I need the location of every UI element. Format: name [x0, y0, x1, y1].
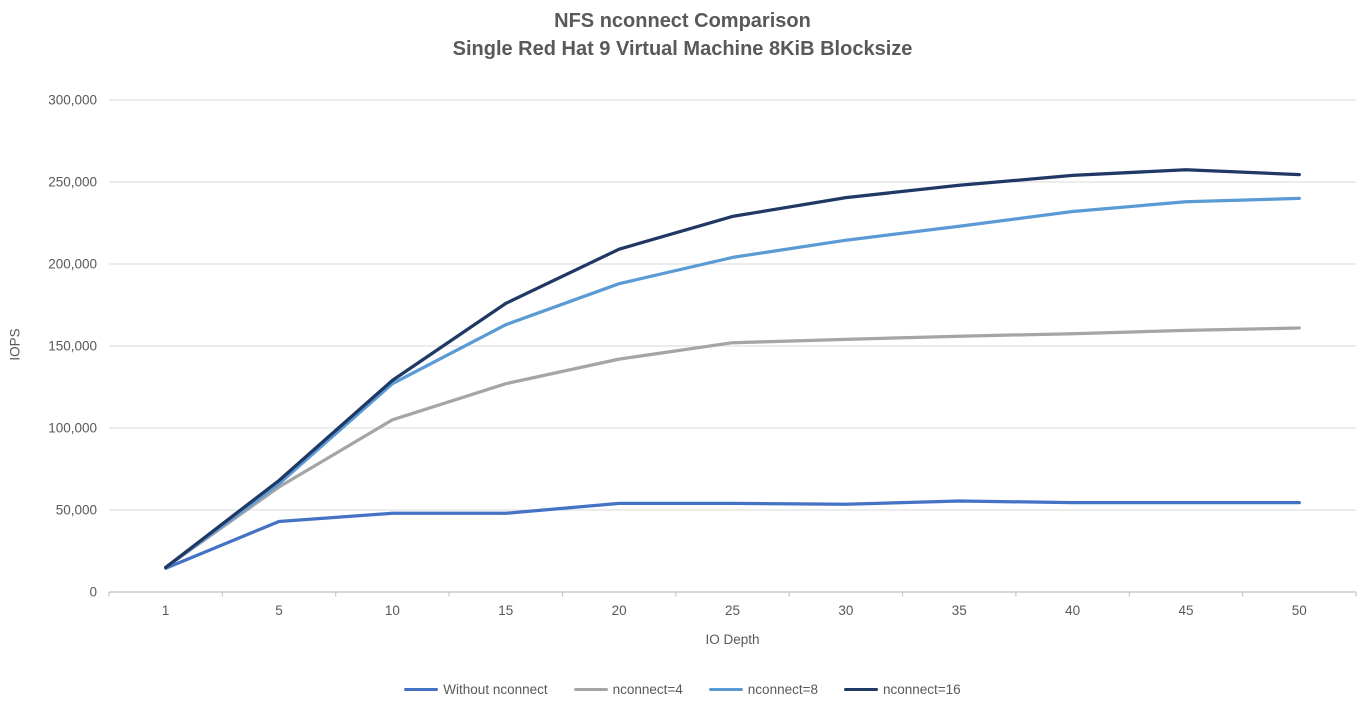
legend-label: nconnect=8 [747, 682, 818, 697]
legend-item-without-nconnect: Without nconnect [404, 682, 548, 697]
legend-label: nconnect=4 [612, 682, 683, 697]
y-tick-label: 150,000 [48, 339, 97, 354]
legend-swatch [573, 687, 608, 692]
legend-item-nconnect-8: nconnect=8 [708, 682, 818, 697]
legend: Without nconnect nconnect=4 nconnect=8 ncon… [0, 682, 1365, 697]
series-line-nconnect-16 [164, 168, 1301, 570]
series-line-nconnect-4 [164, 326, 1301, 570]
x-tick-label: 25 [725, 603, 740, 618]
chart-title: NFS nconnect Comparison [554, 10, 811, 32]
legend-item-nconnect-16: nconnect=16 [843, 682, 961, 697]
legend-label: nconnect=16 [882, 682, 961, 697]
y-tick-label: 50,000 [56, 503, 97, 518]
x-tick-label: 20 [612, 603, 627, 618]
legend-swatch [843, 687, 878, 692]
x-tick-label: 15 [498, 603, 513, 618]
x-tick-label: 5 [275, 603, 283, 618]
x-tick-label: 50 [1292, 603, 1307, 618]
x-tick-label: 45 [1178, 603, 1193, 618]
legend-swatch [404, 687, 439, 692]
x-tick-label: 40 [1065, 603, 1080, 618]
x-axis-title: IO Depth [705, 632, 760, 647]
chart-title-block: NFS nconnect Comparison Single Red Hat 9… [0, 8, 1365, 63]
x-tick-label: 10 [385, 603, 400, 618]
y-tick-label: 0 [89, 585, 97, 600]
series-line-nconnect-8 [164, 196, 1301, 570]
x-tick-label: 30 [838, 603, 853, 618]
chart-subtitle: Single Red Hat 9 Virtual Machine 8KiB Bl… [452, 37, 913, 60]
y-tick-label: 250,000 [48, 175, 97, 190]
x-tick-label: 35 [952, 603, 967, 618]
y-tick-label: 300,000 [48, 93, 97, 108]
x-tick-label: 1 [162, 603, 170, 618]
y-tick-label: 200,000 [48, 257, 97, 272]
y-tick-label: 100,000 [48, 421, 97, 436]
legend-item-nconnect-4: nconnect=4 [573, 682, 683, 697]
legend-label: Without nconnect [443, 682, 548, 697]
legend-swatch [708, 687, 743, 692]
series-line-without-nconnect [164, 499, 1301, 570]
y-axis-title: IOPS [7, 328, 23, 361]
